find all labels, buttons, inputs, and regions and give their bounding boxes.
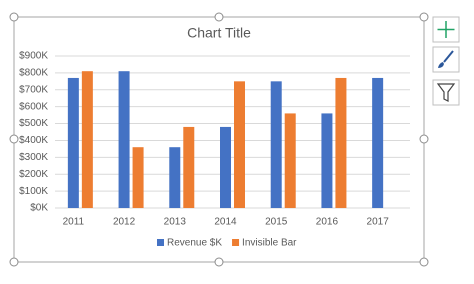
chart-filters-button[interactable] bbox=[432, 79, 460, 106]
chart-title: Chart Title bbox=[187, 25, 251, 41]
x-tick-label: 2013 bbox=[164, 217, 187, 228]
bar bbox=[270, 81, 282, 208]
y-tick-label: $700K bbox=[19, 84, 48, 95]
bar bbox=[284, 113, 296, 208]
y-tick-label: $800K bbox=[19, 68, 48, 79]
bar bbox=[132, 147, 144, 208]
x-tick-label: 2014 bbox=[214, 217, 237, 228]
y-tick-label: $600K bbox=[19, 101, 48, 112]
x-tick-label: 2011 bbox=[63, 217, 85, 228]
legend-label: Invisible Bar bbox=[242, 238, 297, 249]
chart-styles-button[interactable] bbox=[432, 46, 460, 73]
y-tick-label: $100K bbox=[19, 186, 48, 197]
y-tick-label: $900K bbox=[19, 51, 48, 62]
bar bbox=[234, 81, 245, 208]
y-tick-label: $500K bbox=[19, 118, 48, 129]
x-tick-label: 2016 bbox=[316, 217, 339, 228]
y-tick-label: $300K bbox=[19, 152, 48, 163]
y-tick-label: $400K bbox=[19, 135, 48, 146]
bar bbox=[67, 77, 79, 208]
bar bbox=[321, 113, 333, 208]
legend-swatch bbox=[157, 239, 164, 246]
bar bbox=[372, 77, 384, 208]
legend-swatch bbox=[232, 239, 240, 246]
bar bbox=[169, 147, 181, 208]
legend-label: Revenue $K bbox=[167, 238, 222, 249]
chart-elements-button[interactable] bbox=[432, 16, 460, 43]
y-tick-label: $200K bbox=[19, 169, 48, 180]
bar bbox=[81, 71, 93, 208]
x-tick-label: 2017 bbox=[367, 217, 390, 228]
resize-handles[interactable] bbox=[9, 12, 429, 267]
bar bbox=[335, 77, 347, 208]
x-tick-label: 2012 bbox=[113, 217, 136, 228]
y-tick-label: $0K bbox=[30, 203, 48, 214]
bar bbox=[220, 126, 231, 208]
x-tick-label: 2015 bbox=[265, 217, 288, 228]
bar bbox=[118, 71, 130, 208]
bar bbox=[183, 126, 195, 208]
